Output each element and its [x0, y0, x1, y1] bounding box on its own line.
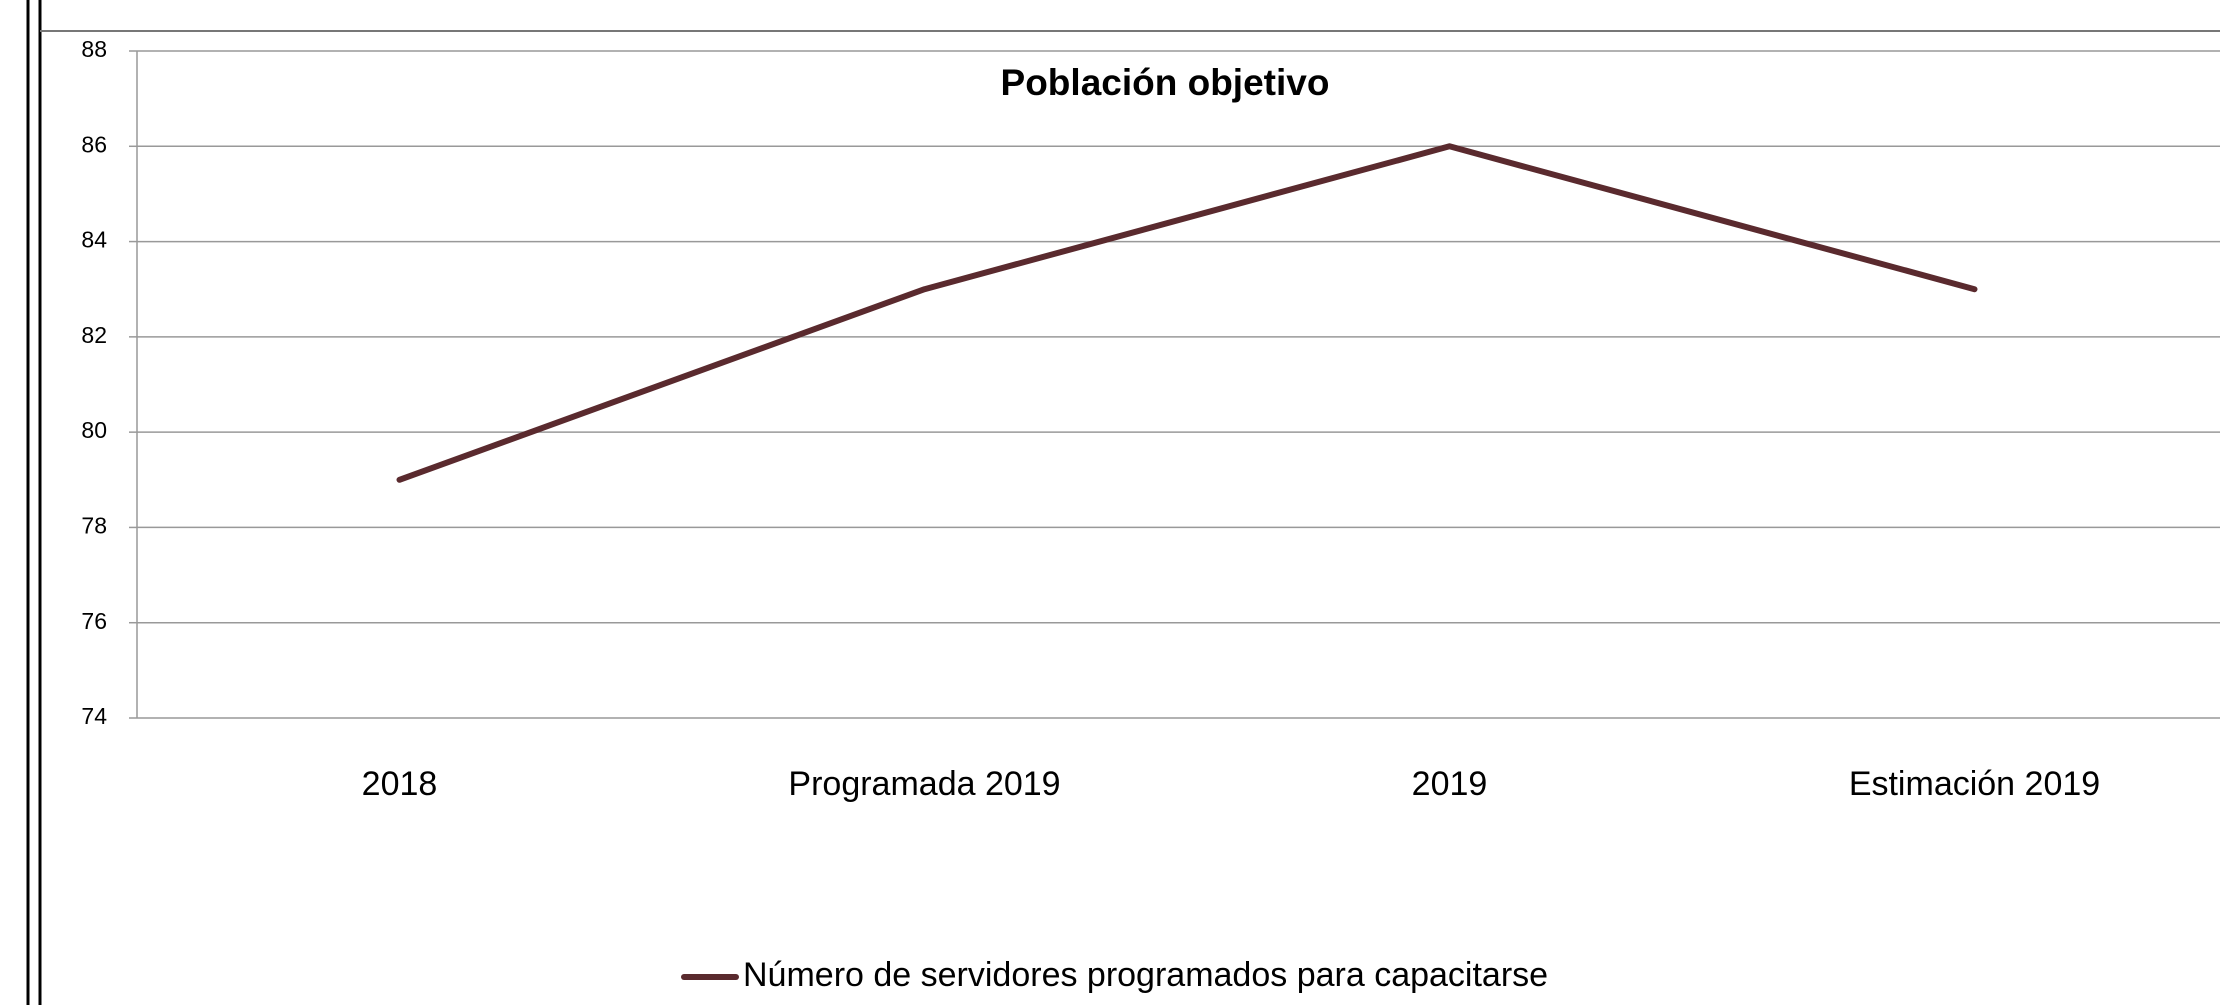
y-tick-label: 76: [81, 608, 107, 634]
y-tick-label: 86: [81, 131, 107, 157]
y-tick-label: 78: [81, 513, 107, 539]
x-tick-label: Estimación 2019: [1849, 765, 2100, 803]
y-tick-label: 82: [81, 322, 107, 348]
x-tick-label: 2018: [362, 765, 438, 803]
chart-title: Población objetivo: [1001, 62, 1330, 103]
y-tick-label: 88: [81, 36, 107, 62]
legend-label: Número de servidores programados para ca…: [743, 956, 1548, 994]
y-tick-label: 74: [81, 703, 107, 729]
y-tick-label: 84: [81, 227, 107, 253]
data-line: [396, 143, 1978, 483]
x-tick-label: Programada 2019: [788, 765, 1060, 803]
y-tick-label: 80: [81, 417, 107, 443]
x-tick-label: 2019: [1412, 765, 1488, 803]
